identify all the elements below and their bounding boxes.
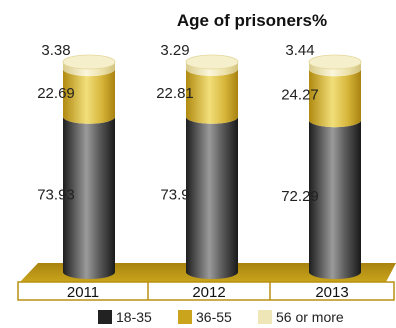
- value-label: 3.44: [285, 42, 314, 59]
- value-label: 72.29: [281, 188, 319, 205]
- legend-swatch: [178, 310, 192, 324]
- bar-segment-18-35-2011: [63, 116, 115, 279]
- legend-item-56-or-more: 56 or more: [258, 309, 344, 325]
- value-label: 22.69: [37, 85, 75, 102]
- legend-item-18-35: 18-35: [98, 309, 152, 325]
- category-label: 2013: [315, 284, 348, 301]
- legend-label: 36-55: [196, 309, 232, 325]
- category-labels: 2011 2012 2013: [67, 284, 349, 301]
- legend-item-36-55: 36-55: [178, 309, 232, 325]
- legend-label: 18-35: [116, 309, 152, 325]
- bar-stack-2012: [185, 54, 239, 279]
- bar-cap-2013: [308, 54, 362, 70]
- legend: 18-35 36-55 56 or more: [98, 309, 344, 325]
- bar-segment-56-or-more-2012: [186, 62, 239, 76]
- legend-swatch: [98, 310, 112, 324]
- bar-segment-36-55-2012: [186, 68, 239, 124]
- value-label: 24.27: [281, 87, 319, 104]
- value-labels: 73.93 22.69 3.38 73.9 22.81 3.29 72.29 24.27 3.4…: [37, 42, 319, 205]
- category-band: [17, 281, 395, 301]
- bar-stack-2013: [308, 54, 362, 279]
- value-label: 3.29: [160, 42, 189, 59]
- category-label: 2012: [192, 284, 225, 301]
- bar-stack-2011: [62, 54, 116, 279]
- value-label: 3.38: [41, 42, 70, 59]
- category-label: 2011: [67, 284, 99, 301]
- bars: [62, 54, 362, 279]
- value-label: 73.93: [37, 186, 75, 203]
- bar-segment-36-55-2013: [309, 69, 361, 128]
- value-label: 73.9: [160, 186, 189, 203]
- chart-title: Age of prisoners%: [177, 11, 327, 30]
- legend-swatch: [258, 310, 272, 324]
- bar-segment-36-55-2011: [63, 69, 115, 124]
- value-label: 22.81: [156, 85, 194, 102]
- legend-label: 56 or more: [276, 309, 344, 325]
- bar-segment-18-35-2013: [309, 120, 361, 279]
- bar-cap-2011: [62, 54, 116, 70]
- bar-segment-18-35-2012: [186, 116, 238, 279]
- bar-cap-2012: [185, 54, 239, 70]
